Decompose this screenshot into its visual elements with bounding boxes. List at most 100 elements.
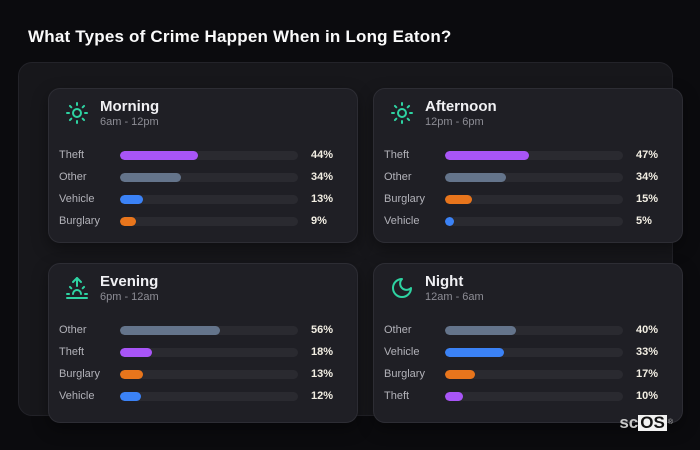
bar-row: Other 34% <box>49 166 357 188</box>
bar-label: Burglary <box>59 368 100 380</box>
bar-fill <box>445 216 454 226</box>
page-title: What Types of Crime Happen When in Long … <box>28 27 452 46</box>
bar-fill <box>120 369 144 379</box>
bar-value: 10% <box>636 390 659 402</box>
sun-icon <box>390 101 414 125</box>
bar-row: Theft 44% <box>49 144 357 166</box>
watermark-prefix: sc <box>619 413 639 432</box>
bar-fill <box>120 325 220 335</box>
bar-track <box>445 347 623 357</box>
moon-icon <box>390 276 414 300</box>
bar-label: Vehicle <box>59 390 95 402</box>
bar-label: Vehicle <box>384 346 420 358</box>
bar-row: Vehicle 33% <box>374 341 682 363</box>
bar-track <box>445 216 623 226</box>
bar-value: 33% <box>636 346 659 358</box>
bar-value: 34% <box>311 171 334 183</box>
panel-header: Evening 6pm - 12am <box>49 264 357 303</box>
bar-track <box>445 391 623 401</box>
bar-value: 44% <box>311 149 334 161</box>
bar-value: 34% <box>636 171 659 183</box>
bar-row: Theft 10% <box>374 385 682 407</box>
bar-list: Other 40% Vehicle 33% Burglary 17% Theft… <box>374 319 682 407</box>
panel-night: Night 12am - 6am Other 40% Vehicle 33% B… <box>373 263 683 423</box>
bar-row: Burglary 15% <box>374 188 682 210</box>
bar-label: Theft <box>59 149 85 161</box>
bar-track <box>445 194 623 204</box>
bar-track <box>120 194 298 204</box>
bar-track <box>120 325 298 335</box>
bar-value: 9% <box>311 215 327 227</box>
bar-fill <box>120 216 137 226</box>
bar-track <box>445 150 623 160</box>
bar-value: 18% <box>311 346 334 358</box>
bar-track <box>445 369 623 379</box>
bar-label: Vehicle <box>384 215 420 227</box>
bar-row: Theft 47% <box>374 144 682 166</box>
bar-label: Theft <box>384 390 410 402</box>
sunrise-icon <box>65 276 89 300</box>
panel-title: Afternoon <box>425 98 497 115</box>
bar-row: Burglary 17% <box>374 363 682 385</box>
watermark-suffix: OS <box>638 413 667 432</box>
bar-track <box>445 172 623 182</box>
bar-value: 5% <box>636 215 652 227</box>
bar-list: Theft 47% Other 34% Burglary 15% Vehicle… <box>374 144 682 232</box>
bar-fill <box>120 194 144 204</box>
bar-label: Burglary <box>59 215 100 227</box>
bar-value: 13% <box>311 193 334 205</box>
bar-track <box>120 347 298 357</box>
bar-fill <box>120 150 199 160</box>
bar-value: 12% <box>311 390 334 402</box>
bar-fill <box>445 391 463 401</box>
panel-subtitle: 12am - 6am <box>425 291 484 303</box>
panel-header: Morning 6am - 12pm <box>49 89 357 128</box>
panel-subtitle: 12pm - 6pm <box>425 116 484 128</box>
panel-title: Evening <box>100 273 159 290</box>
cards-grid: Morning 6am - 12pm Theft 44% Other 34% V… <box>48 88 683 423</box>
bar-row: Burglary 9% <box>49 210 357 232</box>
bar-row: Other 40% <box>374 319 682 341</box>
bar-value: 15% <box>636 193 659 205</box>
bar-label: Other <box>59 171 87 183</box>
bar-row: Other 56% <box>49 319 357 341</box>
bar-row: Vehicle 5% <box>374 210 682 232</box>
bar-value: 56% <box>311 324 334 336</box>
bar-value: 17% <box>636 368 659 380</box>
panel-title: Night <box>425 273 464 290</box>
panel-evening: Evening 6pm - 12am Other 56% Theft 18% B… <box>48 263 358 423</box>
bar-row: Other 34% <box>374 166 682 188</box>
bar-track <box>120 172 298 182</box>
bar-label: Burglary <box>384 193 425 205</box>
panel-titles: Afternoon 12pm - 6pm <box>425 98 497 128</box>
bar-list: Theft 44% Other 34% Vehicle 13% Burglary… <box>49 144 357 232</box>
bar-row: Theft 18% <box>49 341 357 363</box>
panel-titles: Evening 6pm - 12am <box>100 273 159 303</box>
panel-afternoon: Afternoon 12pm - 6pm Theft 47% Other 34%… <box>373 88 683 243</box>
panel-header: Night 12am - 6am <box>374 264 682 303</box>
bar-value: 13% <box>311 368 334 380</box>
bar-fill <box>445 194 472 204</box>
bar-value: 40% <box>636 324 659 336</box>
bar-track <box>445 325 623 335</box>
bar-track <box>120 369 298 379</box>
sun-icon <box>65 101 89 125</box>
bar-track <box>120 150 298 160</box>
bar-label: Burglary <box>384 368 425 380</box>
panel-subtitle: 6pm - 12am <box>100 291 159 303</box>
bar-label: Other <box>384 324 412 336</box>
bar-fill <box>120 391 142 401</box>
bar-label: Other <box>59 324 87 336</box>
bar-label: Other <box>384 171 412 183</box>
bar-fill <box>445 347 504 357</box>
bar-label: Vehicle <box>59 193 95 205</box>
bar-row: Burglary 13% <box>49 363 357 385</box>
bar-label: Theft <box>384 149 410 161</box>
registered-mark: ® <box>667 419 673 426</box>
panel-titles: Morning 6am - 12pm <box>100 98 159 128</box>
bar-value: 47% <box>636 149 659 161</box>
panel-titles: Night 12am - 6am <box>425 273 484 303</box>
bar-row: Vehicle 12% <box>49 385 357 407</box>
panel-subtitle: 6am - 12pm <box>100 116 159 128</box>
panel-header: Afternoon 12pm - 6pm <box>374 89 682 128</box>
